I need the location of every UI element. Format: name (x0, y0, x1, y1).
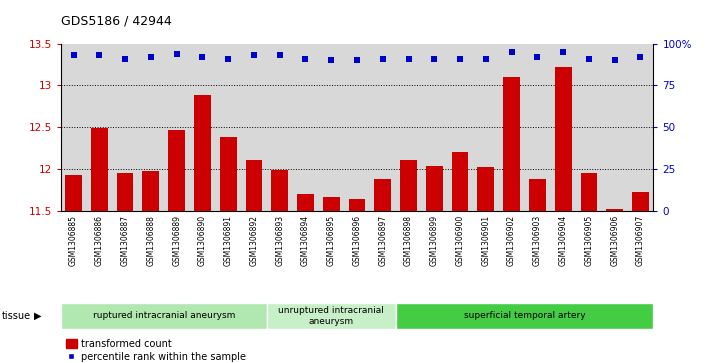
Text: unruptured intracranial
aneurysm: unruptured intracranial aneurysm (278, 306, 384, 326)
Text: GSM1306889: GSM1306889 (172, 215, 181, 266)
Text: GSM1306897: GSM1306897 (378, 215, 387, 266)
Bar (194, 95, 211, 211)
Bar (246, 160, 262, 211)
Bar (297, 194, 314, 211)
Text: tissue: tissue (1, 311, 31, 321)
FancyBboxPatch shape (61, 303, 267, 329)
Point (609, 57, 620, 63)
Point (351, 57, 363, 63)
Point (583, 56, 595, 61)
Bar (91, 128, 108, 211)
Text: GSM1306888: GSM1306888 (146, 215, 156, 266)
Bar (348, 199, 366, 211)
Bar (529, 179, 545, 211)
Bar (580, 173, 598, 211)
Text: GSM1306904: GSM1306904 (558, 215, 568, 266)
Text: GSM1306895: GSM1306895 (327, 215, 336, 266)
Point (506, 49, 518, 55)
Bar (400, 160, 417, 211)
Point (532, 54, 543, 60)
Text: GSM1306902: GSM1306902 (507, 215, 516, 266)
Text: GSM1306890: GSM1306890 (198, 215, 207, 266)
Point (145, 54, 156, 60)
Text: GSM1306885: GSM1306885 (69, 215, 78, 266)
Point (171, 51, 182, 57)
Legend: transformed count, percentile rank within the sample: transformed count, percentile rank withi… (66, 339, 246, 362)
Point (300, 56, 311, 61)
Text: GSM1306891: GSM1306891 (223, 215, 233, 266)
Point (68, 52, 79, 58)
Bar (143, 171, 159, 211)
Bar (271, 170, 288, 211)
Text: GDS5186 / 42944: GDS5186 / 42944 (61, 15, 171, 28)
Bar (452, 152, 468, 211)
Text: GSM1306901: GSM1306901 (481, 215, 491, 266)
Point (377, 56, 388, 61)
Point (403, 56, 414, 61)
Bar (503, 77, 520, 211)
Text: GSM1306903: GSM1306903 (533, 215, 542, 266)
Bar (555, 67, 571, 211)
Bar (116, 173, 134, 211)
FancyBboxPatch shape (396, 303, 653, 329)
Text: GSM1306887: GSM1306887 (121, 215, 130, 266)
Text: ruptured intracranial aneurysm: ruptured intracranial aneurysm (93, 311, 235, 320)
Text: superficial temporal artery: superficial temporal artery (463, 311, 585, 320)
Bar (220, 137, 236, 211)
Bar (478, 167, 494, 211)
Point (326, 57, 337, 63)
Point (558, 49, 569, 55)
Bar (632, 192, 649, 211)
Text: GSM1306900: GSM1306900 (456, 215, 465, 266)
Text: ▶: ▶ (34, 311, 41, 321)
Point (248, 52, 260, 58)
Text: GSM1306905: GSM1306905 (584, 215, 593, 266)
Bar (65, 175, 82, 211)
Point (119, 56, 131, 61)
Point (635, 54, 646, 60)
Text: GSM1306892: GSM1306892 (249, 215, 258, 266)
Point (480, 56, 491, 61)
Text: GSM1306896: GSM1306896 (353, 215, 361, 266)
Text: GSM1306894: GSM1306894 (301, 215, 310, 266)
Point (274, 52, 286, 58)
Bar (606, 209, 623, 211)
Bar (426, 166, 443, 211)
Point (196, 54, 208, 60)
Bar (374, 179, 391, 211)
Text: GSM1306899: GSM1306899 (430, 215, 439, 266)
FancyBboxPatch shape (267, 303, 396, 329)
Point (428, 56, 440, 61)
Bar (323, 197, 340, 211)
Text: GSM1306907: GSM1306907 (636, 215, 645, 266)
Text: GSM1306906: GSM1306906 (610, 215, 619, 266)
Text: GSM1306893: GSM1306893 (275, 215, 284, 266)
Text: GSM1306886: GSM1306886 (95, 215, 104, 266)
Point (94, 52, 105, 58)
Bar (169, 130, 185, 211)
Point (223, 56, 234, 61)
Text: GSM1306898: GSM1306898 (404, 215, 413, 266)
Point (454, 56, 466, 61)
